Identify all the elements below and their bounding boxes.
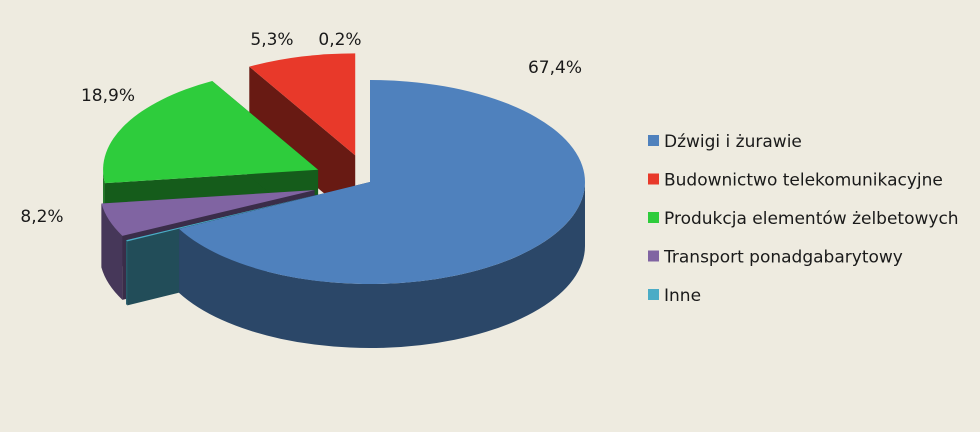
slice-top-inne <box>126 194 319 242</box>
legend-swatch-transport-ponadgabarytowy <box>648 250 659 262</box>
slice-top-transport-ponadgabarytowy <box>101 190 315 236</box>
data-label-inne: 0,2% <box>318 30 361 50</box>
legend-swatch-inne <box>648 289 659 300</box>
slice-dzwigi-i-zurawie <box>179 80 585 349</box>
slice-side-inne <box>126 240 128 306</box>
legend-label-budownictwo-telekomunikacyjne: Budownictwo telekomunikacyjne <box>664 171 943 191</box>
legend-item-dzwigi-i-zurawie: Dźwigi i żurawie <box>648 132 802 152</box>
slice-top-dzwigi-i-zurawie <box>179 80 585 284</box>
data-label-dzwigi-i-zurawie: 67,4% <box>528 58 582 78</box>
legend-swatch-dzwigi-i-zurawie <box>648 135 659 146</box>
pie-sides <box>101 53 585 349</box>
pie-labels: 67,4% 0,2% 5,3% 18,9% 8,2% <box>20 30 582 227</box>
slice-top-budownictwo-telekomunikacyjne <box>249 53 356 156</box>
legend-swatch-produkcja-elementow-zelbetowych <box>648 212 659 223</box>
data-label-budownictwo-telekomunikacyjne: 8,2% <box>20 207 63 227</box>
slice-wall-budownictwo-telekomunikacyjne-0 <box>249 66 356 220</box>
data-label-transport-ponadgabarytowy: 5,3% <box>250 30 293 50</box>
legend-item-budownictwo-telekomunikacyjne: Budownictwo telekomunikacyjne <box>648 171 943 191</box>
legend-label-produkcja-elementow-zelbetowych: Produkcja elementów żelbetowych <box>664 209 959 229</box>
legend-item-inne: Inne <box>648 286 701 306</box>
slice-top-produkcja-elementow-zelbetowych <box>103 80 319 184</box>
slice-side-transport-ponadgabarytowy <box>101 203 123 300</box>
legend-label-transport-ponadgabarytowy: Transport ponadgabarytowy <box>663 248 903 268</box>
legend: Dźwigi i żurawie Budownictwo telekomunika… <box>648 132 959 306</box>
data-label-produkcja-elementow-zelbetowych: 18,9% <box>81 86 135 106</box>
slice-budownictwo-telekomunikacyjne <box>249 53 356 220</box>
legend-item-transport-ponadgabarytowy: Transport ponadgabarytowy <box>648 248 903 268</box>
legend-item-produkcja-elementow-zelbetowych: Produkcja elementów żelbetowych <box>648 209 959 229</box>
legend-label-inne: Inne <box>664 286 701 306</box>
legend-swatch-budownictwo-telekomunikacyjne <box>648 173 659 185</box>
legend-label-dzwigi-i-zurawie: Dźwigi i żurawie <box>664 132 802 152</box>
slice-side-dzwigi-i-zurawie <box>179 182 585 349</box>
